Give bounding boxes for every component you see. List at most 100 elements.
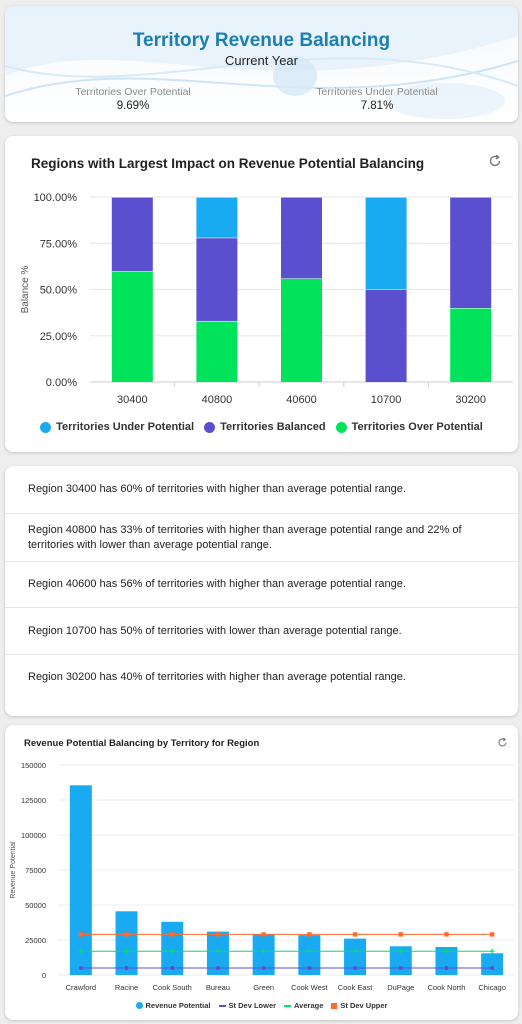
revenue-bar bbox=[344, 938, 367, 975]
x-tick-label: Crawford bbox=[66, 983, 96, 992]
legend-item-std-lower[interactable]: St Dev Lower bbox=[218, 1001, 277, 1010]
x-tick-label: Green bbox=[253, 983, 274, 992]
legend-item-revenue[interactable]: Revenue Potential bbox=[135, 1001, 211, 1010]
list-item: Region 40800 has 33% of territories with… bbox=[5, 514, 518, 562]
x-tick-label: Chicago bbox=[478, 983, 506, 992]
stat-label: Territories Over Potential bbox=[75, 86, 191, 98]
bar-segment-under bbox=[196, 197, 238, 238]
std-dev-lower-point bbox=[307, 966, 312, 970]
x-tick-label: Cook North bbox=[427, 983, 465, 992]
x-tick-label: 30200 bbox=[455, 394, 486, 406]
y-tick-label: 75.00% bbox=[40, 238, 78, 250]
list-item: Region 40600 has 56% of territories with… bbox=[5, 562, 518, 608]
std-dev-lower-point bbox=[353, 966, 358, 970]
legend-marker bbox=[284, 1004, 292, 1007]
std-dev-upper-point bbox=[261, 932, 266, 937]
x-tick-label: 10700 bbox=[371, 394, 402, 406]
legend-item-average[interactable]: Average bbox=[284, 1001, 323, 1010]
x-tick-label: 40600 bbox=[286, 394, 317, 406]
x-tick-label: Cook West bbox=[291, 983, 328, 992]
average-point bbox=[352, 948, 358, 954]
y-tick-label: 25.00% bbox=[40, 331, 78, 343]
summary-header-card: Territory Revenue Balancing Current Year… bbox=[5, 6, 518, 122]
revenue-bar bbox=[161, 921, 184, 975]
bar-segment-over bbox=[196, 320, 238, 382]
revenue-bar bbox=[115, 911, 138, 975]
std-dev-upper-point bbox=[124, 932, 129, 937]
std-dev-upper-point bbox=[444, 932, 449, 937]
y-tick-label: 100.00% bbox=[34, 192, 78, 204]
y-tick-label: 100000 bbox=[21, 831, 46, 840]
territory-revenue-chart-card: Revenue Potential Balancing by Territory… bbox=[5, 725, 518, 1020]
bar-segment-over bbox=[111, 271, 153, 382]
stat-value: 7.81% bbox=[360, 100, 394, 112]
bar-segment-under bbox=[365, 197, 407, 290]
std-dev-lower-point bbox=[444, 966, 449, 970]
legend-item-over[interactable]: Territories Over Potential bbox=[335, 421, 483, 433]
bar-segment-balanced bbox=[196, 237, 238, 321]
bar-segment-balanced bbox=[450, 197, 492, 308]
legend-marker bbox=[331, 1002, 338, 1009]
x-tick-label: 40800 bbox=[202, 394, 233, 406]
x-tick-label: Cook South bbox=[153, 983, 192, 992]
std-dev-upper-point bbox=[78, 932, 84, 937]
std-dev-lower-point bbox=[215, 966, 220, 970]
revenue-bar bbox=[298, 935, 321, 975]
legend-label: St Dev Upper bbox=[340, 1001, 388, 1010]
list-item: Region 10700 has 50% of territories with… bbox=[5, 608, 518, 655]
page-title: Territory Revenue Balancing bbox=[132, 30, 391, 51]
legend-item-balanced[interactable]: Territories Balanced bbox=[204, 421, 326, 433]
std-dev-lower-point bbox=[124, 966, 129, 970]
stat-label: Territories Under Potential bbox=[316, 86, 438, 98]
legend-label: Territories Balanced bbox=[220, 421, 326, 433]
bar-segment-over bbox=[450, 308, 492, 382]
list-item: Region 30400 has 60% of territories with… bbox=[5, 466, 518, 514]
std-dev-lower-point bbox=[261, 966, 266, 970]
std-dev-lower-point bbox=[170, 966, 175, 970]
bar-segment-balanced bbox=[281, 197, 322, 279]
std-dev-upper-point bbox=[215, 932, 221, 937]
revenue-bar bbox=[481, 953, 504, 975]
average-point bbox=[124, 948, 130, 954]
revenue-bar bbox=[69, 785, 92, 975]
legend-marker bbox=[218, 1004, 226, 1007]
average-point bbox=[306, 948, 312, 954]
stat-under-potential: Territories Under Potential 7.81% bbox=[277, 86, 477, 112]
average-point bbox=[215, 948, 221, 954]
y-tick-label: 150000 bbox=[21, 761, 46, 770]
reset-zoom-icon[interactable] bbox=[497, 737, 508, 748]
legend-marker bbox=[135, 1002, 143, 1009]
territory-bar-chart: 0 25000 50000 75000 100000 125000 150000 Revenu… bbox=[10, 761, 515, 992]
chart-title: Revenue Potential Balancing by Territory… bbox=[24, 738, 260, 749]
bar-segment-balanced bbox=[365, 289, 407, 382]
legend-label: Territories Over Potential bbox=[351, 421, 483, 433]
x-tick-label: Bureau bbox=[206, 983, 230, 992]
legend-item-under[interactable]: Territories Under Potential bbox=[40, 421, 194, 433]
header-background-graphic bbox=[5, 6, 518, 119]
legend-label: St Dev Lower bbox=[228, 1001, 277, 1010]
average-point bbox=[169, 948, 175, 954]
bar-segment-over bbox=[281, 278, 322, 382]
x-tick-label: Racine bbox=[115, 983, 138, 992]
stat-value: 9.69% bbox=[116, 100, 150, 112]
y-tick-label: 0.00% bbox=[46, 377, 77, 389]
y-tick-label: 75000 bbox=[25, 866, 46, 875]
chart-legend: Territories Under Potential Territories … bbox=[5, 421, 518, 433]
legend-item-std-upper[interactable]: St Dev Upper bbox=[331, 1001, 387, 1010]
average-point bbox=[261, 948, 267, 954]
y-axis-label: Revenue Potential bbox=[10, 841, 17, 899]
legend-dot bbox=[335, 421, 347, 433]
legend-label: Territories Under Potential bbox=[56, 421, 195, 433]
std-dev-lower-point bbox=[490, 966, 495, 970]
std-dev-upper-point bbox=[307, 932, 312, 937]
std-dev-upper-point bbox=[398, 932, 403, 937]
y-tick-label: 50000 bbox=[25, 901, 46, 910]
list-item: Region 30200 has 40% of territories with… bbox=[28, 670, 406, 683]
y-tick-label: 50.00% bbox=[40, 285, 78, 297]
average-point bbox=[489, 948, 495, 954]
chart-legend: Revenue Potential St Dev Lower Average S… bbox=[5, 1001, 518, 1010]
regions-impact-chart-card: Regions with Largest Impact on Revenue P… bbox=[5, 136, 518, 452]
legend-dot bbox=[204, 421, 216, 433]
reset-zoom-icon[interactable] bbox=[488, 154, 502, 168]
stacked-bar-chart: 0.00% 25.00% 50.00% 75.00% 100.00% Balance % 3… bbox=[20, 192, 513, 406]
